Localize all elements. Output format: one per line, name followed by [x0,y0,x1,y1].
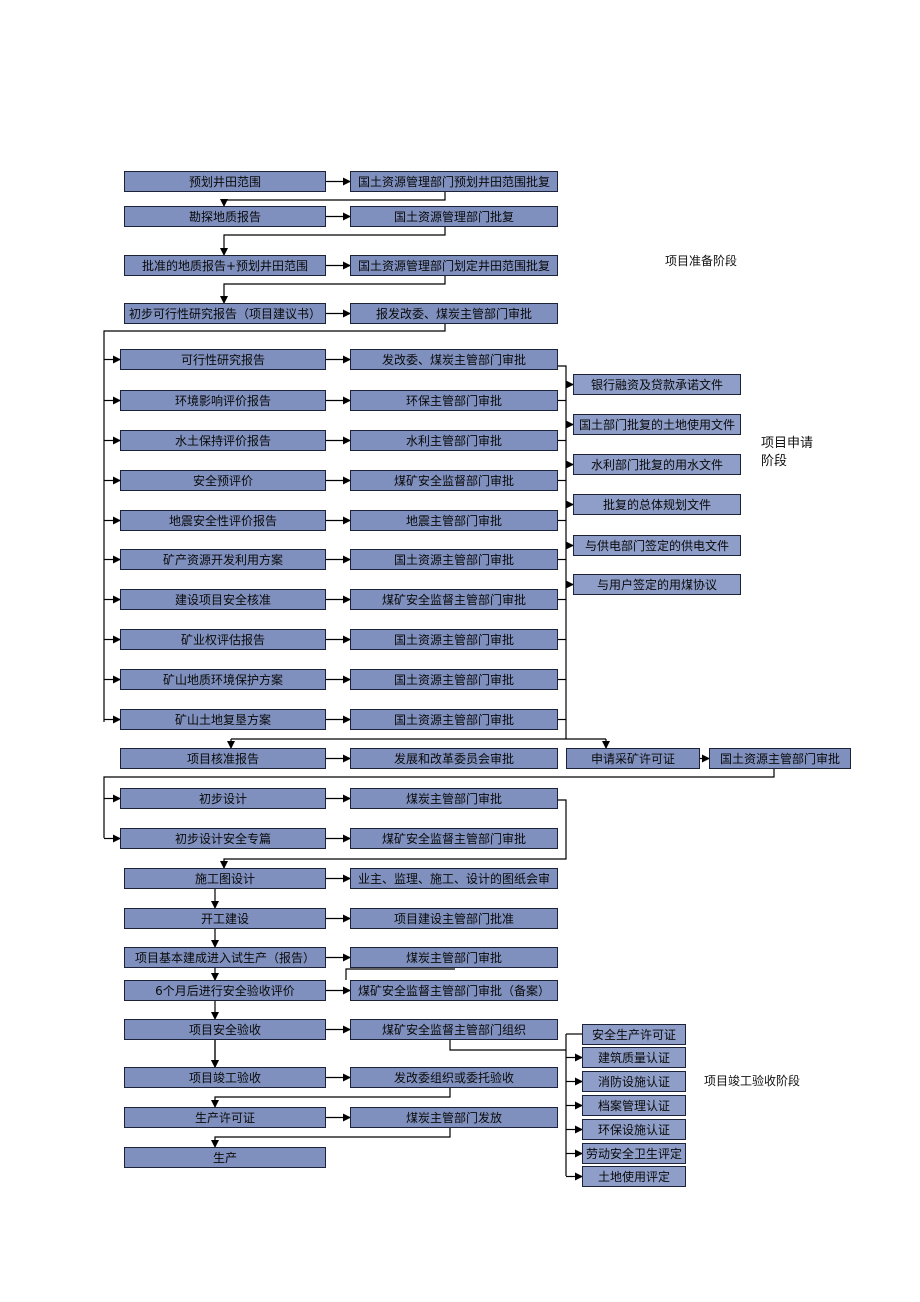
application-document-1: 银行融资及贷款承诺文件 [573,374,741,395]
left-step-23: 项目竣工验收 [124,1067,326,1088]
application-document-2: 国土部门批复的土地使用文件 [573,414,741,435]
left-step-11: 建设项目安全核准 [120,589,326,610]
left-step-25: 生产 [124,1147,326,1168]
stage-label-completion: 项目竣工验收阶段 [704,1074,801,1088]
acceptance-item-2: 建筑质量认证 [582,1047,686,1068]
approval-step-3: 国土资源管理部门划定井田范围批复 [350,255,558,276]
left-step-10: 矿产资源开发利用方案 [120,549,326,570]
approval-step-4: 报发改委、煤炭主管部门审批 [350,303,558,324]
left-step-3: 批准的地质报告+预划井田范围 [124,255,326,276]
design-bus [103,769,775,838]
application-document-3: 水利部门批复的用水文件 [573,454,741,475]
arrow-approval-to-next [220,227,446,256]
acceptance-item-1: 安全生产许可证 [582,1024,686,1045]
left-step-4: 初步可行性研究报告（项目建议书） [124,303,326,324]
trial-feedback [345,968,455,980]
acceptance-item-3: 消防设施认证 [582,1071,686,1092]
arrow-to-construction-drawing [220,799,567,869]
left-step-6: 环境影响评价报告 [120,390,326,411]
left-step-2: 勘探地质报告 [124,206,326,227]
arrow-to-license [211,1088,451,1108]
left-step-15: 项目核准报告 [120,748,326,769]
left-step-17: 初步设计安全专篇 [120,828,326,849]
left-step-24: 生产许可证 [124,1107,326,1128]
left-step-7: 水土保持评价报告 [120,430,326,451]
approval-step-5: 发改委、煤炭主管部门审批 [350,349,558,370]
left-step-5: 可行性研究报告 [120,349,326,370]
left-step-14: 矿山土地复垦方案 [120,709,326,730]
left-step-12: 矿业权评估报告 [120,629,326,650]
approval-step-21: 煤矿安全监督主管部门审批（备案） [350,980,558,1001]
left-step-13: 矿山地质环境保护方案 [120,669,326,690]
stage-label-application-1: 项目申请 [761,436,814,451]
acceptance-item-5: 环保设施认证 [582,1119,686,1140]
acceptance-feed [449,1040,566,1051]
approval-step-13: 国土资源主管部门审批 [350,669,558,690]
approval-step-2: 国土资源管理部门批复 [350,206,558,227]
arrow-to-production [211,1128,451,1148]
acceptance-item-4: 档案管理认证 [582,1095,686,1116]
left-step-1: 预划井田范围 [124,171,326,192]
approval-step-23: 发改委组织或委托验收 [350,1067,558,1088]
left-step-9: 地震安全性评价报告 [120,510,326,531]
application-bus [103,324,446,722]
approval-step-24: 煤炭主管部门发放 [350,1107,558,1128]
application-document-4: 批复的总体规划文件 [573,494,741,515]
application-document-6: 与用户签定的用煤协议 [573,574,741,595]
mining-permit-approve: 国土资源主管部门审批 [709,748,851,769]
application-document-5: 与供电部门签定的供电文件 [573,535,741,556]
left-step-22: 项目安全验收 [124,1019,326,1040]
approval-step-12: 国土资源主管部门审批 [350,629,558,650]
approval-step-22: 煤矿安全监督主管部门组织 [350,1019,558,1040]
acceptance-item-7: 土地使用评定 [582,1166,686,1187]
stage-label-preparation: 项目准备阶段 [665,254,738,268]
approval-step-17: 煤矿安全监督主管部门审批 [350,828,558,849]
approval-step-20: 煤炭主管部门审批 [350,947,558,968]
left-step-8: 安全预评价 [120,470,326,491]
left-step-16: 初步设计 [120,788,326,809]
approval-step-10: 国土资源主管部门审批 [350,549,558,570]
approval-step-1: 国土资源管理部门预划井田范围批复 [350,171,558,192]
approval-step-14: 国土资源主管部门审批 [350,709,558,730]
arrow-approval-to-next [220,276,446,304]
approval-step-15: 发展和改革委员会审批 [350,748,558,769]
approval-step-11: 煤矿安全监督主管部门审批 [350,589,558,610]
approval-step-6: 环保主管部门审批 [350,390,558,411]
approval-step-7: 水利主管部门审批 [350,430,558,451]
left-step-18: 施工图设计 [124,868,326,889]
approval-step-18: 业主、监理、施工、设计的图纸会审 [350,868,558,889]
left-step-21: 6个月后进行安全验收评价 [124,980,326,1001]
stage-label-application-2: 阶段 [761,454,788,469]
left-step-19: 开工建设 [124,908,326,929]
approval-step-9: 地震主管部门审批 [350,510,558,531]
application-collector [558,365,567,739]
arrow-approval-to-next [220,192,446,207]
approval-step-16: 煤炭主管部门审批 [350,788,558,809]
left-step-20: 项目基本建成进入试生产（报告） [124,947,326,968]
approval-step-19: 项目建设主管部门批准 [350,908,558,929]
approval-step-8: 煤矿安全监督部门审批 [350,470,558,491]
mining-permit-apply: 申请采矿许可证 [566,748,700,769]
acceptance-item-6: 劳动安全卫生评定 [582,1143,686,1164]
